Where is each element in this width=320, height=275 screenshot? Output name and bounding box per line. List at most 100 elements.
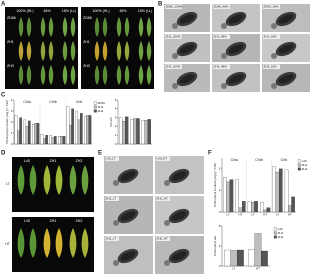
bar <box>84 116 87 145</box>
bar <box>247 201 252 213</box>
y-tick-label: 8 <box>219 224 221 228</box>
label-box <box>156 156 170 161</box>
x-tick-label: LT <box>251 212 254 216</box>
column-label: ZH1 <box>50 159 57 163</box>
bar <box>144 120 148 145</box>
bar <box>36 122 40 145</box>
legend-label: L40 <box>278 227 283 231</box>
panel-label: E <box>98 151 102 157</box>
column-label: 100% (HL) <box>92 9 109 13</box>
bar <box>133 118 137 145</box>
y-tick-label: 1 <box>219 188 221 192</box>
group-label: Chla <box>231 158 238 162</box>
y-tick-label: 5 <box>115 98 117 102</box>
label-box <box>263 64 280 69</box>
label-box <box>213 4 230 9</box>
bar <box>223 177 227 213</box>
y-tick-label: 1 <box>11 131 13 135</box>
bar <box>19 117 22 145</box>
image-label: ZD66_18% <box>264 5 279 9</box>
bar <box>125 116 129 145</box>
em-grid <box>164 4 310 92</box>
x-tick-label: LT <box>227 212 230 216</box>
y-axis-label: Chlorophyll Content (mg g⁻¹ FW) <box>213 163 217 207</box>
label-box <box>165 34 182 39</box>
legend-swatch <box>273 235 277 239</box>
legend-label: ZH1 <box>302 163 308 167</box>
label-box <box>263 34 280 39</box>
label-box <box>263 4 280 9</box>
panel-label: B <box>158 2 163 8</box>
label-box <box>213 64 230 69</box>
row-label: ZD66 <box>7 16 16 20</box>
label-box <box>213 34 230 39</box>
legend-label: L40 <box>302 159 307 163</box>
row-label: ZD66 <box>83 16 92 20</box>
bar <box>49 135 52 145</box>
bar <box>32 124 35 145</box>
bar <box>284 169 289 213</box>
y-tick-label: 0 <box>219 210 221 214</box>
row-label: ZH1 <box>7 40 14 44</box>
bar <box>266 207 271 213</box>
image-label: ZH2_HT <box>157 237 169 241</box>
image-label: L40_LT <box>106 157 116 161</box>
legend-swatch <box>297 159 301 163</box>
bar <box>254 201 258 213</box>
bar <box>237 249 244 267</box>
column-label: 48% <box>119 9 127 13</box>
row-label: ZH3 <box>7 64 14 68</box>
bar <box>147 119 151 145</box>
image-label: ZH3_48% <box>214 65 228 69</box>
panel-label: A <box>1 2 6 8</box>
column-label: L40 <box>24 159 30 163</box>
legend-swatch <box>297 163 301 167</box>
em-grid <box>104 156 204 274</box>
image-label: ZD66_100% <box>166 5 183 9</box>
panel-label: D <box>1 151 6 157</box>
x-tick-label: LT <box>276 212 279 216</box>
bar <box>69 125 72 145</box>
bar <box>28 120 31 145</box>
x-tick-label: HT <box>288 212 292 216</box>
y-axis-label: Chlorophyll content (mg g⁻¹ FW) <box>5 100 9 143</box>
bar <box>235 179 239 213</box>
y-tick-label: 0 <box>11 142 13 146</box>
row-label: LT <box>6 182 11 186</box>
y-axis-label: Chl a/b <box>109 117 113 127</box>
bar <box>248 249 255 267</box>
panel-label: C <box>1 93 6 99</box>
y-tick-label: 2 <box>219 167 221 171</box>
label-box <box>156 236 170 241</box>
bar <box>279 168 283 213</box>
image-label: ZH3_100% <box>166 65 181 69</box>
bar <box>242 201 246 213</box>
column-label: ZH2 <box>76 219 83 223</box>
column-label: 48% <box>43 9 51 13</box>
bar <box>275 171 280 213</box>
label-box <box>105 196 119 201</box>
bar <box>77 119 81 145</box>
column-label: 18% (LL) <box>138 9 153 13</box>
image-label: ZH1_HT <box>157 197 169 201</box>
photo <box>12 217 94 272</box>
legend-swatch <box>93 109 97 113</box>
column-label: 100% (HL) <box>16 9 33 13</box>
y-tick-label: 2 <box>115 124 117 128</box>
bar <box>58 136 61 145</box>
group-label: Chlt <box>76 100 82 104</box>
bar <box>80 113 83 145</box>
image-label: L40_HT <box>157 157 168 161</box>
bar <box>51 137 55 145</box>
bar <box>272 166 276 213</box>
label-box <box>156 196 170 201</box>
y-tick-label: 1 <box>115 133 117 137</box>
legend-label: ZH2 <box>302 167 308 171</box>
x-tick-label: HT <box>263 212 267 216</box>
bar <box>230 250 238 267</box>
legend-swatch <box>273 231 277 235</box>
y-tick-label: 0 <box>115 142 117 146</box>
bar <box>291 196 295 213</box>
x-tick-label: HT <box>256 266 260 270</box>
bar <box>261 250 268 267</box>
